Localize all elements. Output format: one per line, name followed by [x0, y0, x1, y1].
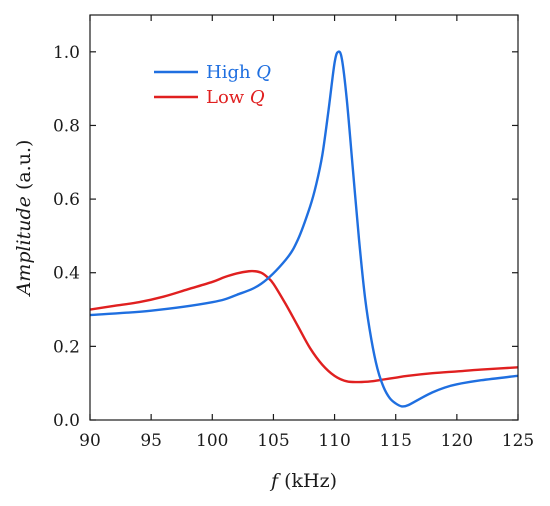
legend-label-low-q-symbol: Q: [250, 87, 265, 108]
x-tick-label: 90: [79, 431, 101, 451]
y-tick-label: 0.8: [53, 116, 80, 136]
plot-frame: [89, 14, 519, 421]
x-axis-ticks: 90 95 100 105 110 115 120 125: [79, 15, 534, 451]
x-tick-label: 105: [257, 431, 289, 451]
legend: High Q Low Q: [154, 62, 271, 108]
plot-content: [90, 50, 518, 408]
x-tick-label: 110: [318, 431, 350, 451]
x-tick-label: 120: [441, 431, 473, 451]
x-tick-label: 95: [140, 431, 162, 451]
legend-label-low-q: Low Q: [206, 87, 265, 108]
x-axis-label-unit: (kHz): [278, 470, 337, 492]
legend-label-high-q-name: High: [206, 62, 256, 83]
series-line-low-q: [90, 269, 518, 384]
y-tick-label: 0.4: [53, 264, 80, 284]
y-tick-label: 0.0: [53, 411, 80, 431]
x-tick-label: 125: [502, 431, 534, 451]
series-line-high-q: [90, 50, 518, 408]
y-axis-ticks: 0.0 0.2 0.4 0.6 0.8 1.0: [53, 43, 518, 431]
y-axis-label: Amplitude (a.u.): [13, 140, 35, 298]
legend-label-high-q-symbol: Q: [256, 62, 271, 83]
x-tick-label: 100: [196, 431, 228, 451]
x-axis-label: f (kHz): [269, 470, 337, 492]
x-axis-label-symbol: f: [269, 470, 281, 492]
legend-label-low-q-name: Low: [206, 87, 250, 108]
y-tick-label: 0.2: [53, 337, 80, 357]
x-tick-label: 115: [379, 431, 411, 451]
y-axis-label-unit: (a.u.): [13, 140, 35, 197]
y-axis-label-symbol: Amplitude: [13, 196, 35, 297]
y-tick-label: 0.6: [53, 190, 80, 210]
legend-label-high-q: High Q: [206, 62, 271, 83]
y-tick-label: 1.0: [53, 43, 80, 63]
